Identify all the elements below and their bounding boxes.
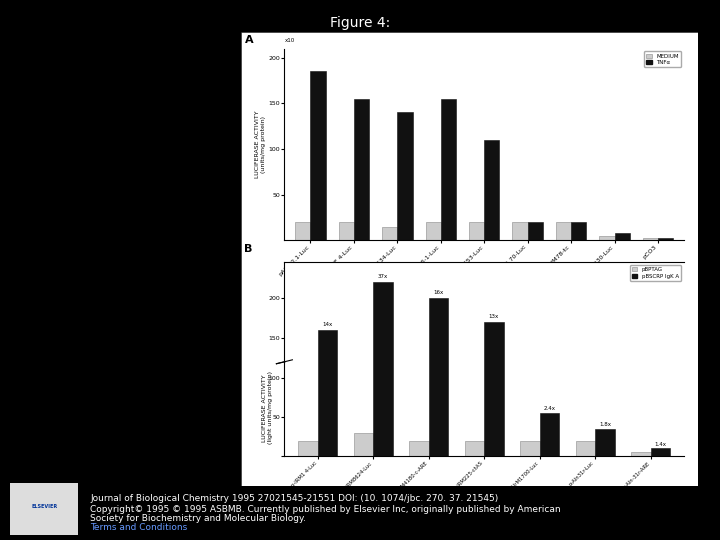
Text: 14x: 14x [323,322,333,327]
Bar [409,441,428,456]
Bar [373,283,392,456]
Text: x10: x10 [284,38,294,43]
Bar [441,99,456,240]
Bar [556,222,571,240]
Bar [298,441,318,456]
Bar [354,433,373,456]
Bar [373,282,392,458]
Text: 16x: 16x [433,289,444,295]
Legend: MEDIUM, TNFα: MEDIUM, TNFα [644,51,681,68]
Bar [426,222,441,240]
Bar [298,442,318,458]
Y-axis label: LUCIFERASE ACTIVITY
(units/mg protein): LUCIFERASE ACTIVITY (units/mg protein) [255,111,266,178]
Text: 1.8x: 1.8x [599,422,611,427]
Bar [521,441,540,456]
Bar [354,434,373,458]
Bar [599,236,614,240]
Bar [540,413,559,456]
Bar [576,442,595,458]
Bar [643,239,658,240]
Bar [485,322,503,456]
Bar [485,140,500,240]
Bar [409,442,428,458]
Bar [651,448,670,456]
Bar [576,441,595,456]
Bar [485,322,503,458]
Text: Copyright© 1995 © 1995 ASBMB. Currently published by Elsevier Inc, originally pu: Copyright© 1995 © 1995 ASBMB. Currently … [90,505,561,514]
Bar [397,112,413,240]
Bar [651,450,670,458]
Bar [631,453,651,456]
Text: 2.4x: 2.4x [544,407,555,411]
Bar [295,222,310,240]
Bar [318,330,337,456]
Bar [318,330,337,458]
Bar [354,99,369,240]
Legend: pBPTAG, pBSCRP IgK A: pBPTAG, pBSCRP IgK A [630,265,681,281]
Bar [540,414,559,458]
Text: Journal of Biological Chemistry 1995 27021545-21551 DOI: (10. 1074/jbc. 270. 37.: Journal of Biological Chemistry 1995 270… [90,494,498,503]
Bar [469,222,485,240]
Text: Figure 4:: Figure 4: [330,16,390,30]
Bar [428,298,448,458]
Bar [658,239,673,240]
Bar [528,222,543,240]
Text: A: A [245,35,253,45]
Bar [631,454,651,458]
Bar [465,442,485,458]
Bar [338,222,354,240]
Text: 13x: 13x [489,314,499,319]
Bar [521,442,540,458]
Bar [614,233,630,240]
Text: LUCIFERASE ACTIVITY
(light units/mg protein): LUCIFERASE ACTIVITY (light units/mg prot… [262,371,273,444]
Bar [310,71,325,240]
Text: 37x: 37x [378,274,388,279]
Text: Terms and Conditions: Terms and Conditions [90,523,187,532]
Bar [571,222,586,240]
Bar [595,429,615,456]
Text: ELSEVIER: ELSEVIER [31,504,58,509]
Text: B: B [245,244,253,254]
Bar [513,222,528,240]
Bar [465,441,485,456]
Bar [382,227,397,240]
Text: 1.4x: 1.4x [654,442,667,447]
Text: Society for Biochemistry and Molecular Biology.: Society for Biochemistry and Molecular B… [90,514,306,523]
Bar [595,430,615,458]
Bar [428,299,448,456]
